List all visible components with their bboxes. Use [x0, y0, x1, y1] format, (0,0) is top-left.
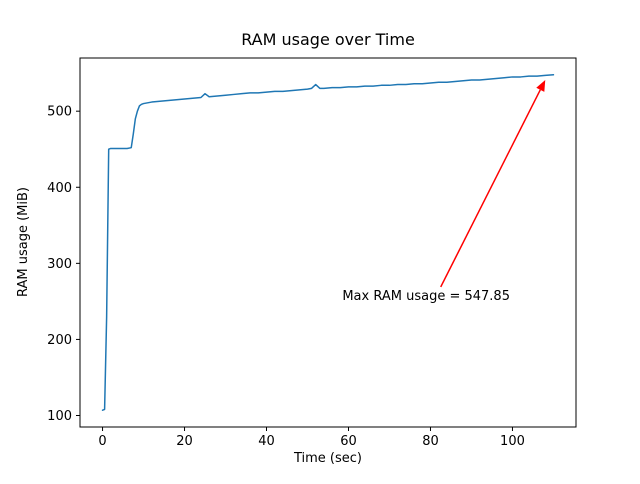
- annotation-arrow-head: [536, 79, 546, 92]
- annotation-arrow-shaft: [440, 89, 541, 288]
- y-tick-label: 200: [47, 333, 72, 348]
- y-tick-label: 500: [47, 105, 72, 120]
- annotation-text: Max RAM usage = 547.85: [342, 289, 510, 304]
- y-tick-label: 400: [47, 181, 72, 196]
- x-tick-label: 40: [258, 434, 275, 449]
- plot-area: 0 20 40 60 80 100 100 200 300 400 500 Max RAM usage…: [47, 57, 577, 449]
- x-tick-label: 80: [422, 434, 439, 449]
- y-tick-label: 100: [47, 409, 72, 424]
- x-axis-label: Time (sec): [293, 451, 362, 466]
- y-tick-label: 300: [47, 257, 72, 272]
- x-tick-label: 20: [176, 434, 193, 449]
- x-tick-label: 100: [500, 434, 525, 449]
- axes-box: [79, 57, 577, 428]
- x-tick-label: 60: [340, 434, 357, 449]
- chart-title: RAM usage over Time: [241, 30, 415, 49]
- x-tick-label: 0: [98, 434, 106, 449]
- y-axis-label: RAM usage (MiB): [16, 187, 31, 297]
- ram-usage-line: [101, 74, 555, 411]
